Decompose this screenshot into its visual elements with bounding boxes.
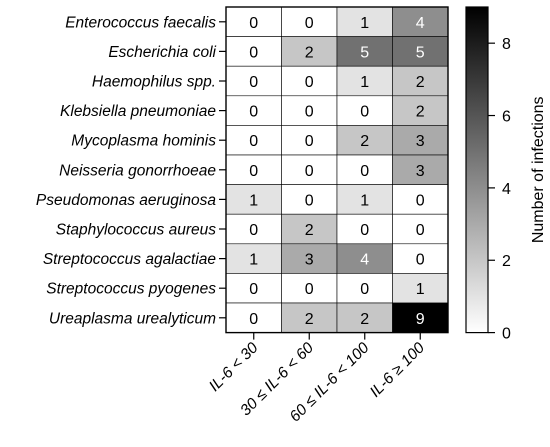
heatmap-cell [281, 125, 338, 156]
row-label: Staphylococcus aureus [56, 222, 217, 239]
cell-value-label: 1 [249, 252, 258, 269]
cell-value-label: 0 [249, 163, 258, 180]
row-label: Klebsiella pneumoniae [60, 103, 216, 120]
heatmap-cell [336, 184, 393, 215]
heatmap-cell [281, 65, 338, 97]
cell-value-label: 0 [305, 104, 314, 121]
heatmap-cells: 0 0 1 4 0 2 5 5 0 0 1 2 0 0 0 2 0 0 2 3 0 0 0 3 1 0 1 0 0 2 0 0 1 3 4 0 0 0 0 1… [225, 6, 449, 334]
row-label: Mycoplasma hominis [71, 133, 216, 150]
cell-value-label: 2 [305, 222, 314, 239]
cell-value-label: 0 [416, 222, 425, 239]
colorbar-tick-label: 8 [502, 36, 511, 53]
colorbar: 0 2 4 6 8 [465, 6, 511, 343]
cell-value-label: 2 [416, 74, 425, 91]
cell-value-label: 2 [416, 104, 425, 121]
heatmap-cell [225, 184, 282, 215]
row-label: Streptococcus agalactiae [43, 251, 217, 268]
heatmap-cell [392, 184, 449, 215]
cell-value-label: 2 [305, 44, 314, 61]
cell-value-label: 0 [305, 15, 314, 32]
colorbar-tick-label: 4 [502, 181, 511, 198]
cell-value-label: 0 [360, 163, 369, 180]
heatmap-cell [225, 273, 282, 304]
heatmap-cell [392, 125, 449, 156]
column-label: IL-6 < 30 [206, 339, 262, 395]
colorbar-tick-label: 2 [502, 253, 511, 270]
cell-value-label: 1 [360, 74, 369, 91]
cell-value-label: 0 [249, 74, 258, 91]
colorbar-label: Number of infections [530, 96, 547, 243]
cell-value-label: 0 [416, 192, 425, 209]
cell-value-label: 9 [416, 311, 425, 328]
cell-value-label: 0 [249, 281, 258, 298]
heatmap-cell [392, 243, 449, 274]
cell-value-label: 0 [305, 281, 314, 298]
cell-value-label: 0 [249, 222, 258, 239]
cell-value-label: 5 [360, 44, 369, 61]
colorbar-tick-label: 0 [502, 326, 511, 343]
row-labels: Enterococcus faecalis Escherichia coli Hae… [36, 14, 226, 327]
cell-value-label: 4 [416, 15, 425, 32]
cell-value-label: 4 [360, 252, 369, 269]
heatmap-cell [392, 6, 449, 37]
row-label: Escherichia coli [108, 44, 216, 61]
cell-value-label: 0 [360, 281, 369, 298]
cell-value-label: 0 [249, 311, 258, 328]
cell-value-label: 0 [360, 222, 369, 239]
heatmap-cell [392, 65, 449, 97]
heatmap-cell [281, 95, 338, 126]
cell-value-label: 0 [249, 15, 258, 32]
row-label: Ureaplasma urealyticum [49, 310, 216, 327]
heatmap-cell [225, 6, 282, 37]
heatmap-cell [225, 213, 282, 245]
cell-value-label: 5 [416, 44, 425, 61]
heatmap-cell [336, 125, 393, 156]
cell-value-label: 2 [305, 311, 314, 328]
row-label: Neisseria gonorrhoeae [59, 162, 216, 179]
cell-value-label: 0 [249, 133, 258, 150]
heatmap-cell [281, 273, 338, 304]
heatmap-cell [336, 273, 393, 304]
cell-value-label: 3 [416, 163, 425, 180]
cell-value-label: 1 [249, 192, 258, 209]
row-label: Pseudomonas aeruginosa [36, 192, 216, 209]
row-label: Haemophilus spp. [92, 74, 216, 91]
row-label: Enterococcus faecalis [65, 14, 216, 31]
cell-value-label: 0 [416, 252, 425, 269]
cell-value-label: 2 [360, 311, 369, 328]
cell-value-label: 0 [360, 104, 369, 121]
cell-value-label: 3 [416, 133, 425, 150]
colorbar-tick-label: 6 [502, 109, 511, 126]
heatmap-cell [281, 6, 338, 37]
cell-value-label: 0 [305, 74, 314, 91]
heatmap-cell [336, 302, 393, 333]
heatmap-cell [336, 213, 393, 245]
cell-value-label: 3 [305, 252, 314, 269]
heatmap-cell [392, 95, 449, 126]
cell-value-label: 1 [416, 281, 425, 298]
cell-value-label: 2 [360, 133, 369, 150]
cell-value-label: 0 [249, 104, 258, 121]
cell-value-label: 0 [305, 133, 314, 150]
cell-value-label: 1 [360, 192, 369, 209]
colorbar-gradient [465, 6, 489, 334]
heatmap-cell [225, 154, 282, 185]
heatmap-cell [281, 302, 338, 333]
cell-value-label: 0 [305, 163, 314, 180]
heatmap-cell [281, 36, 338, 67]
cell-value-label: 0 [305, 192, 314, 209]
cell-value-label: 0 [249, 44, 258, 61]
row-label: Streptococcus pyogenes [46, 281, 216, 298]
column-label: IL-6 ≥ 100 [367, 339, 429, 401]
heatmap-cell [336, 154, 393, 185]
cell-value-label: 1 [360, 15, 369, 32]
heatmap-cell [281, 154, 338, 185]
heatmap-cell [392, 273, 449, 304]
heatmap-cell [392, 36, 449, 67]
